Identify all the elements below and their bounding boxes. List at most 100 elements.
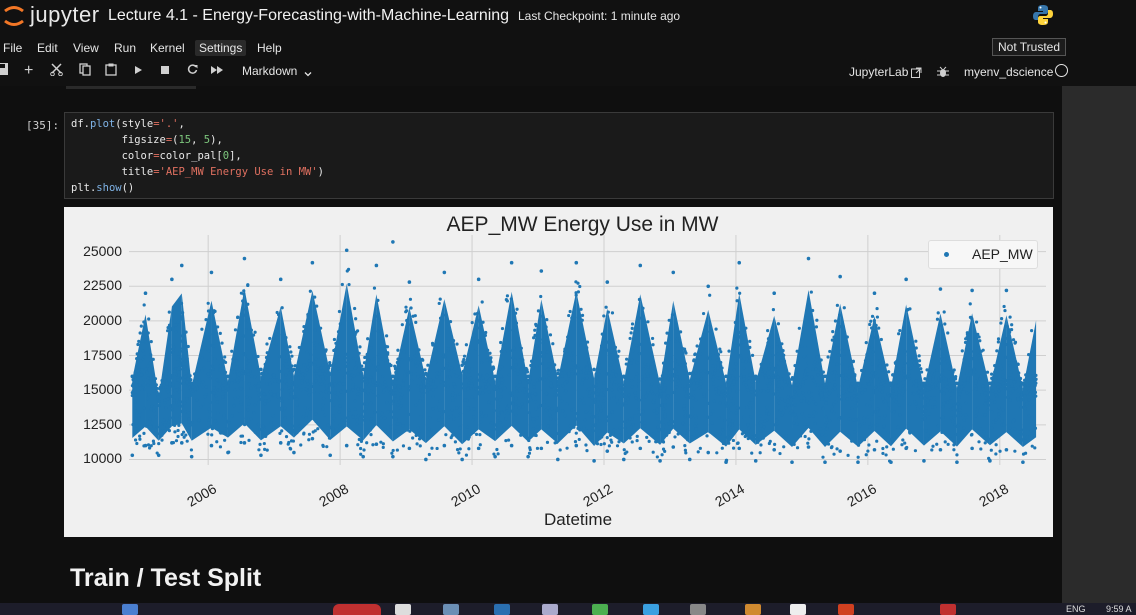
taskbar-app-icon[interactable]: [122, 604, 138, 615]
taskbar-app-icon[interactable]: [542, 604, 558, 615]
external-link-icon[interactable]: [911, 65, 922, 83]
data-point: [873, 410, 877, 414]
restart-icon[interactable]: [187, 63, 198, 79]
data-point: [600, 332, 604, 336]
copy-icon[interactable]: [79, 63, 91, 80]
data-point: [435, 375, 439, 379]
language-indicator[interactable]: ENG: [1066, 604, 1086, 614]
taskbar-app-icon[interactable]: [745, 604, 761, 615]
menu-settings[interactable]: Settings: [195, 40, 247, 56]
data-point: [481, 386, 485, 390]
data-band: [623, 294, 641, 444]
data-point: [870, 421, 874, 425]
trust-status-button[interactable]: Not Trusted: [992, 38, 1067, 56]
data-point: [289, 350, 293, 354]
data-point: [880, 368, 884, 372]
taskbar-app-icon[interactable]: [940, 604, 956, 615]
data-point: [886, 430, 890, 434]
data-point: [667, 318, 671, 322]
data-point: [655, 393, 659, 397]
data-point: [994, 393, 998, 397]
data-point: [458, 426, 462, 430]
chevron-down-icon[interactable]: [304, 65, 312, 83]
kernel-name[interactable]: myenv_dscience: [964, 65, 1054, 79]
open-jupyterlab-link[interactable]: JupyterLab: [849, 65, 909, 79]
menu-kernel[interactable]: Kernel: [150, 41, 185, 55]
data-point: [942, 401, 946, 405]
data-point: [832, 410, 836, 415]
data-point: [688, 383, 692, 387]
data-point: [709, 374, 713, 379]
data-point: [208, 400, 212, 405]
fast-forward-icon[interactable]: [211, 63, 223, 79]
data-point: [417, 429, 422, 433]
data-point: [824, 397, 829, 401]
taskbar-chrome-icon[interactable]: [333, 604, 381, 615]
taskbar-app-icon[interactable]: [443, 604, 459, 615]
taskbar-app-icon[interactable]: [494, 604, 510, 615]
data-point: [167, 323, 172, 327]
taskbar-app-icon[interactable]: [592, 604, 608, 615]
data-point: [149, 444, 153, 448]
data-point: [143, 291, 148, 295]
data-point: [372, 286, 377, 290]
taskbar-app-icon[interactable]: [790, 604, 806, 615]
taskbar-app-icon[interactable]: [690, 604, 706, 615]
code-cell-editor[interactable]: df.plot(style='.', figsize=(15, 5), colo…: [64, 112, 1054, 199]
data-point: [264, 434, 268, 438]
data-point: [830, 409, 834, 413]
taskbar-app-icon[interactable]: [838, 604, 854, 615]
data-point: [814, 367, 818, 371]
data-point: [759, 429, 763, 433]
data-point: [142, 383, 146, 388]
data-point: [1027, 414, 1031, 418]
run-icon[interactable]: [134, 63, 143, 79]
data-point: [290, 373, 294, 377]
data-point: [830, 445, 834, 449]
code-line: figsize=(15, 5),: [71, 134, 223, 146]
data-point: [571, 319, 575, 323]
data-point: [369, 345, 373, 350]
data-point: [926, 403, 930, 407]
stop-icon[interactable]: [161, 63, 169, 79]
jupyter-logo-icon[interactable]: [2, 3, 26, 29]
data-point: [651, 343, 655, 347]
taskbar-file-icon[interactable]: [395, 604, 411, 615]
data-point: [699, 352, 703, 356]
data-point: [328, 453, 333, 458]
paste-icon[interactable]: [105, 63, 117, 80]
save-icon[interactable]: [0, 63, 8, 79]
menu-run[interactable]: Run: [114, 41, 137, 55]
menu-view[interactable]: View: [73, 41, 99, 55]
menu-edit[interactable]: Edit: [37, 41, 58, 55]
data-point: [146, 383, 150, 387]
data-point: [261, 424, 265, 428]
data-point: [767, 384, 771, 388]
data-point: [521, 365, 525, 369]
notebook-title[interactable]: Lecture 4.1 - Energy-Forecasting-with-Ma…: [108, 7, 510, 24]
menu-file[interactable]: File: [3, 41, 23, 55]
data-point: [164, 371, 168, 376]
data-point: [178, 415, 182, 419]
data-point: [645, 435, 649, 439]
data-point: [601, 344, 605, 348]
data-point: [995, 349, 999, 353]
data-point: [302, 329, 306, 334]
data-point: [539, 446, 544, 451]
data-point: [931, 384, 935, 389]
scrollbar-track[interactable]: [1062, 86, 1136, 615]
clock[interactable]: 9:59 A: [1106, 604, 1132, 614]
add-cell-icon[interactable]: +: [24, 62, 34, 79]
cut-icon[interactable]: [50, 63, 63, 80]
jupyter-brand[interactable]: jupyter: [30, 2, 100, 27]
data-point: [443, 355, 447, 359]
data-band: [906, 304, 924, 446]
data-point: [826, 442, 831, 446]
data-point: [587, 394, 591, 398]
cell-type-label[interactable]: Markdown: [242, 64, 298, 78]
menu-help[interactable]: Help: [257, 41, 282, 55]
debugger-bug-icon[interactable]: [937, 65, 949, 83]
taskbar-app-icon[interactable]: [643, 604, 659, 615]
data-point: [519, 433, 523, 437]
data-point: [375, 314, 379, 318]
